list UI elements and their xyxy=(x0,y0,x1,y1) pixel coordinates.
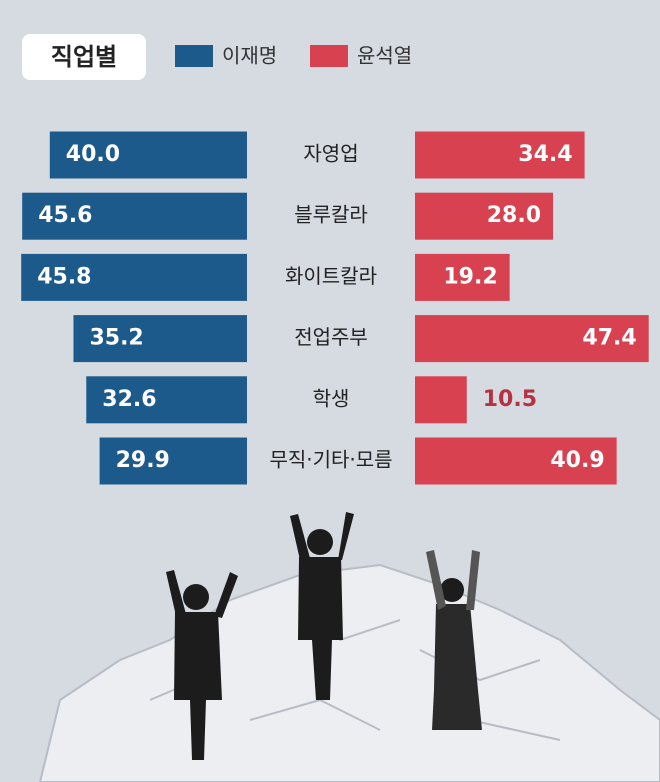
value-label: 40.0 xyxy=(66,142,120,167)
value-label: 45.6 xyxy=(38,203,92,228)
value-label: 10.5 xyxy=(483,387,537,412)
illustration xyxy=(38,512,660,782)
value-label: 32.6 xyxy=(102,387,156,412)
bar xyxy=(22,192,247,240)
bar xyxy=(73,315,248,363)
value-label: 19.2 xyxy=(443,264,497,289)
bar xyxy=(415,437,617,485)
bar xyxy=(49,131,247,179)
value-label: 34.4 xyxy=(518,142,572,167)
category-label: 화이트칼라 xyxy=(285,264,377,288)
value-label: 47.4 xyxy=(582,326,636,351)
value-label: 28.0 xyxy=(487,203,541,228)
bar xyxy=(415,192,554,240)
bar xyxy=(415,315,649,363)
category-label: 학생 xyxy=(313,386,350,410)
bar xyxy=(415,376,467,424)
category-label: 무직·기타·모름 xyxy=(269,448,392,472)
chart-title: 직업별 xyxy=(51,43,117,71)
value-label: 29.9 xyxy=(116,448,170,473)
map xyxy=(38,563,660,782)
bar xyxy=(415,253,510,301)
category-label: 전업주부 xyxy=(294,325,368,349)
title-box xyxy=(22,34,146,80)
category-label: 자영업 xyxy=(303,142,358,166)
value-label: 35.2 xyxy=(89,326,143,351)
value-label: 45.8 xyxy=(37,264,91,289)
bar xyxy=(21,253,248,301)
legend-swatch xyxy=(175,45,213,67)
legend-swatch xyxy=(310,45,348,67)
bar xyxy=(86,376,247,424)
figures xyxy=(166,512,482,760)
bar xyxy=(415,131,585,179)
legend-label: 윤석열 xyxy=(357,44,412,68)
category-label: 블루칼라 xyxy=(294,203,368,227)
bar xyxy=(99,437,247,485)
legend-label: 이재명 xyxy=(222,44,277,68)
value-label: 40.9 xyxy=(550,448,604,473)
